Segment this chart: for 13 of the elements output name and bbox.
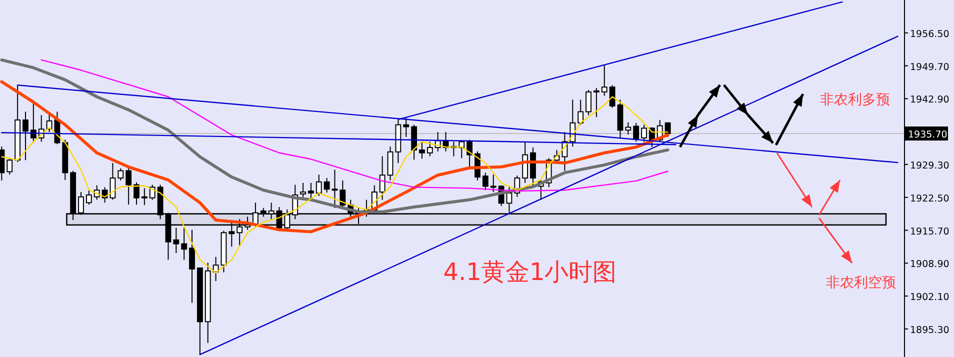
ytick: 1942.90 — [910, 94, 950, 106]
ytick: 1915.70 — [910, 226, 950, 238]
ytick: 1895.30 — [910, 324, 950, 336]
ytick: 1956.50 — [910, 28, 950, 40]
ytick: 1929.30 — [910, 160, 950, 172]
ytick: 1902.10 — [910, 292, 950, 304]
ytick: 1922.50 — [910, 193, 950, 204]
annotation: 非农利多预 — [820, 92, 890, 108]
annotation: 非农利空预 — [826, 275, 896, 291]
title: 4.1黄金1小时图 — [443, 258, 617, 286]
ytick: 1949.70 — [910, 62, 950, 73]
ref-label: 1935.70 — [908, 130, 948, 140]
ytick: 1908.90 — [910, 259, 950, 270]
